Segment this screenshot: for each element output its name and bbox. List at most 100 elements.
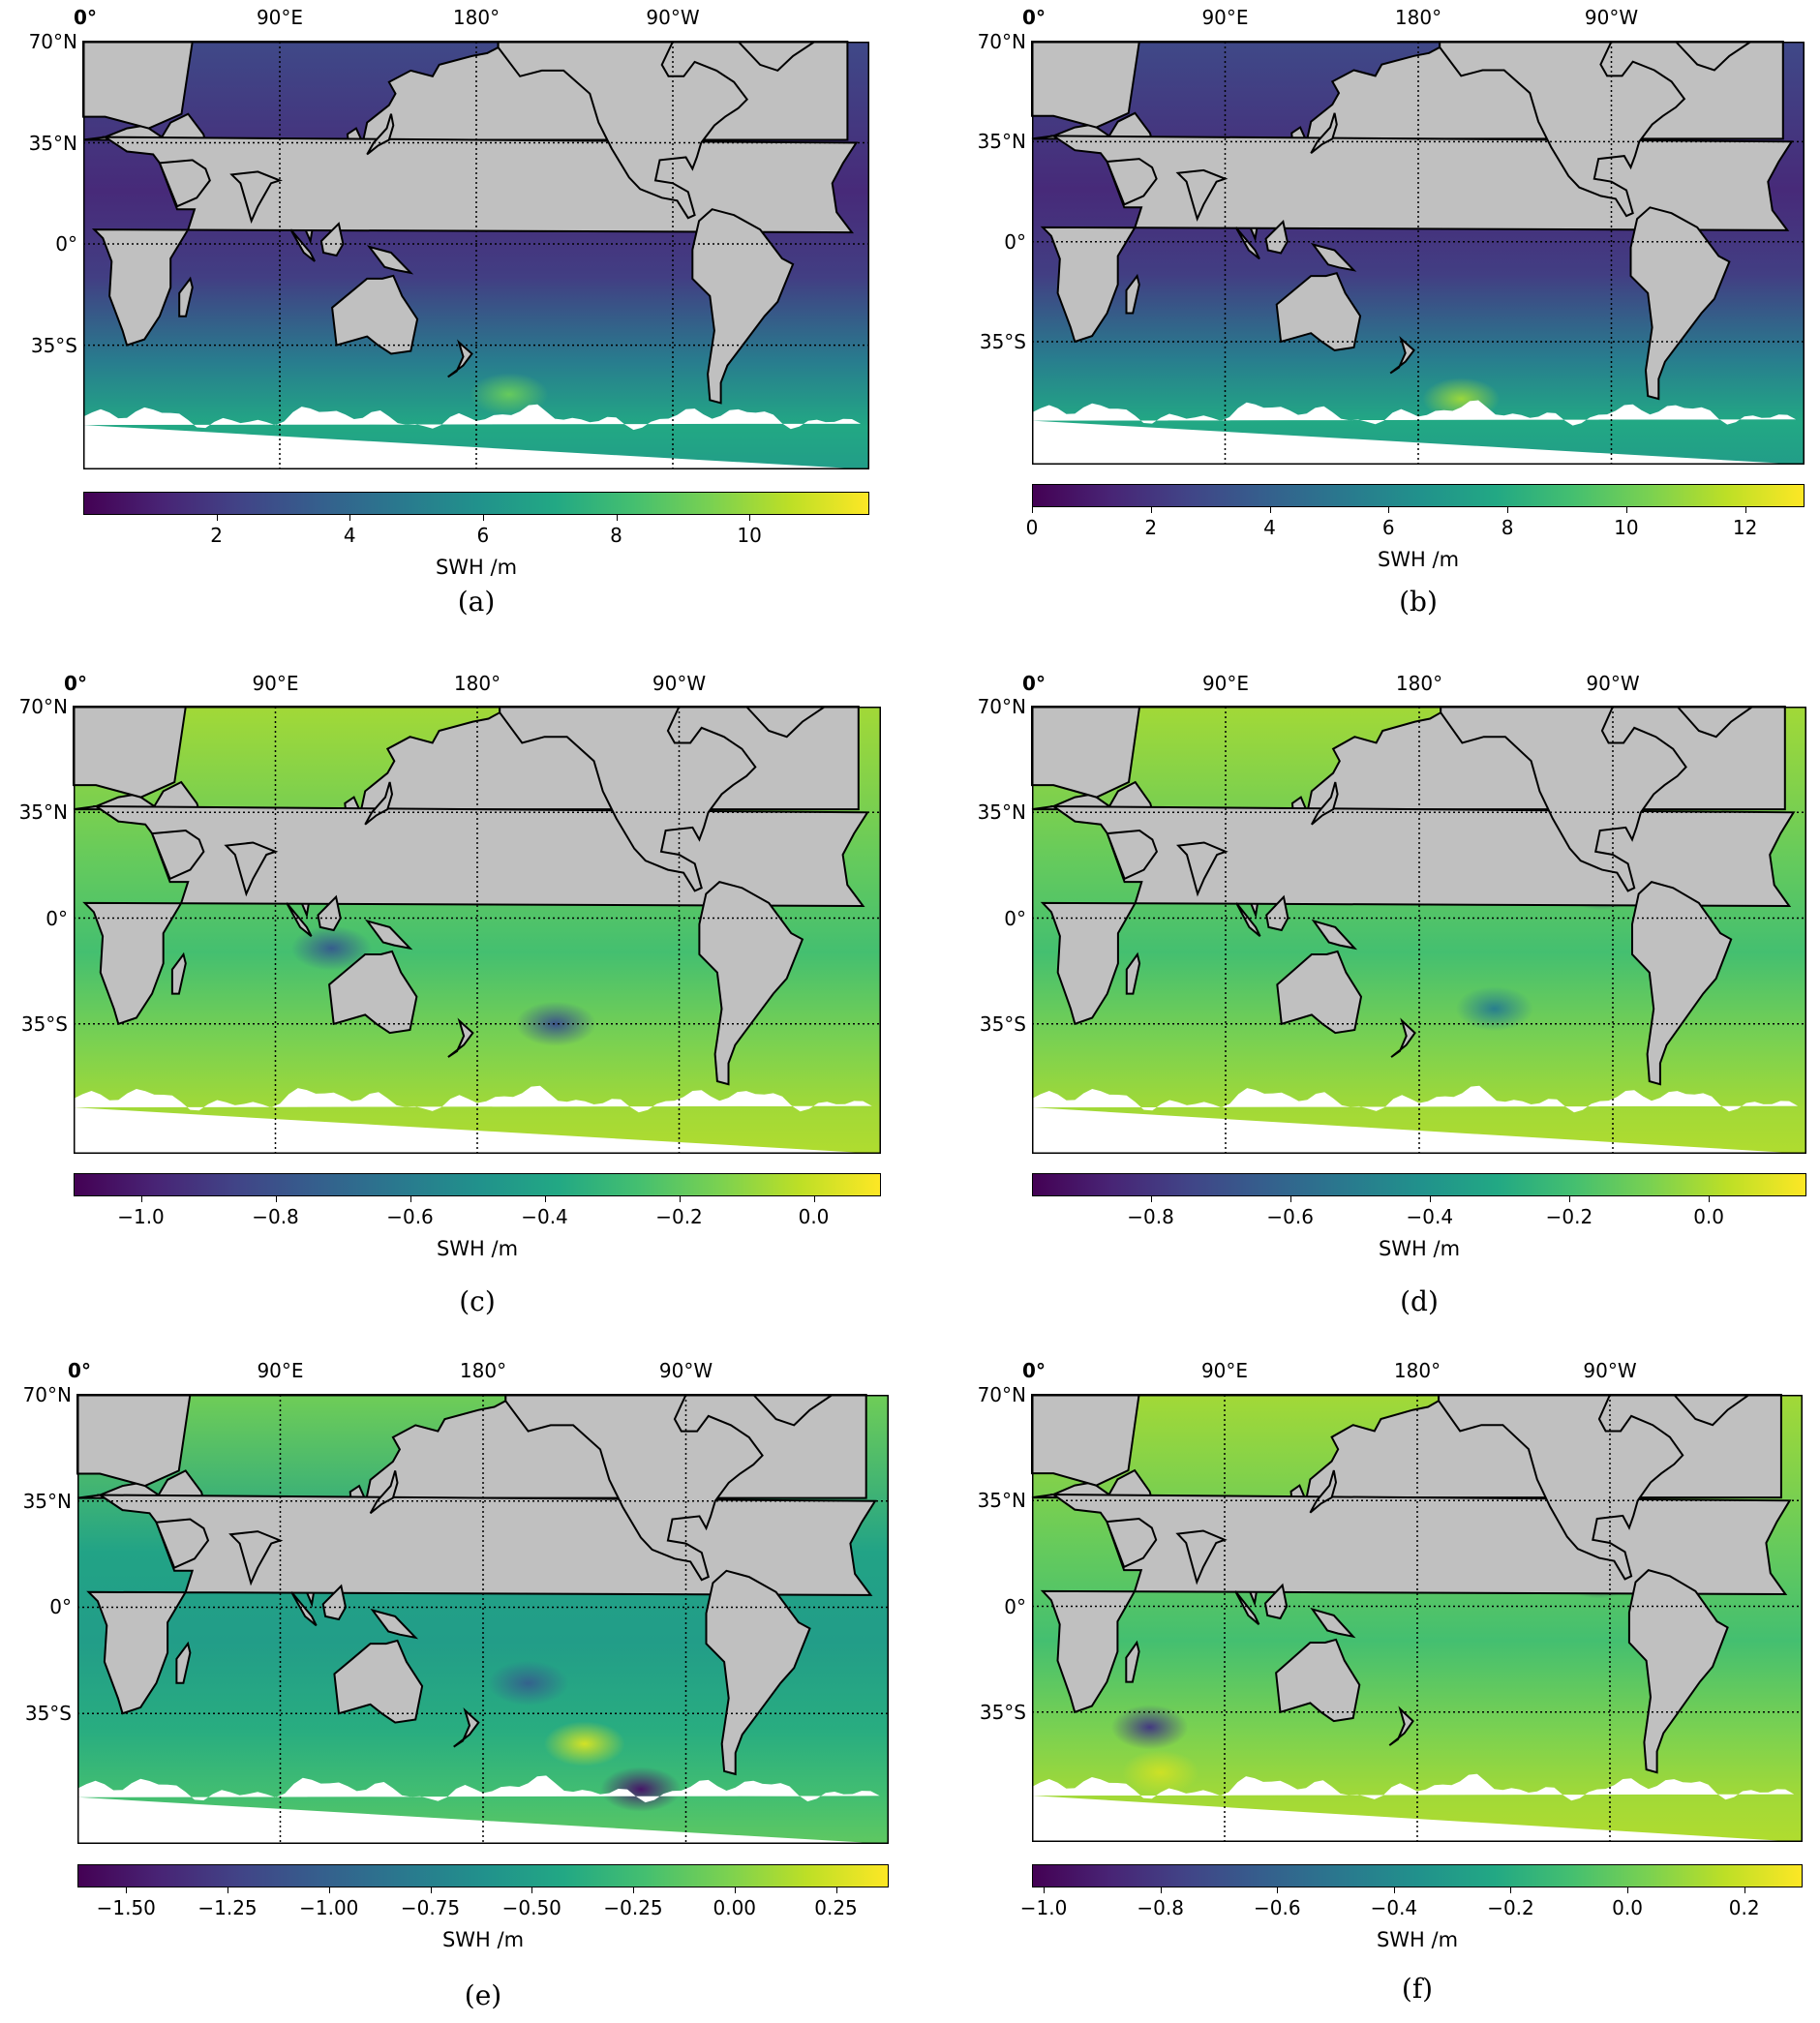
colorbar-tick-label: 0.0 <box>1693 1205 1724 1228</box>
latitude-label: 70°N <box>18 695 68 718</box>
colorbar-tick <box>1709 1196 1711 1202</box>
colorbar-tick-label: 12 <box>1732 516 1758 539</box>
colorbar-tick <box>430 1887 432 1893</box>
land-mass <box>224 841 279 897</box>
colorbar-tick-label: 6 <box>476 524 490 547</box>
land-mass <box>1388 1706 1414 1746</box>
latitude-label: 35°S <box>979 1700 1026 1724</box>
map-frame <box>1032 42 1805 465</box>
land-mass <box>1310 1607 1356 1639</box>
colorbar-tick <box>1429 1196 1431 1202</box>
land-mass <box>82 41 194 130</box>
land-mass <box>1234 1590 1260 1625</box>
land-mass <box>1125 1640 1140 1683</box>
colorbar <box>74 1173 881 1196</box>
land-mass <box>331 274 419 355</box>
land-mass <box>1310 112 1338 154</box>
longitude-label: 180° <box>1393 1359 1441 1382</box>
longitude-label: 0° <box>64 672 87 695</box>
map-c <box>73 706 881 1154</box>
longitude-label: 90°W <box>658 1359 713 1382</box>
colorbar <box>1032 484 1805 507</box>
latitude-label: 35°N <box>28 131 77 155</box>
colorbar-tick <box>482 515 484 521</box>
longitude-label: 90°E <box>257 1359 304 1382</box>
latitude-label: 70°N <box>28 30 77 53</box>
colorbar-tick-label: −0.2 <box>1487 1896 1534 1919</box>
latitude-label: 0° <box>1004 906 1026 930</box>
land-mass <box>317 894 342 932</box>
land-mass <box>1106 1517 1158 1569</box>
colorbar-tick <box>1393 1887 1395 1893</box>
colorbar-tick <box>679 1196 681 1202</box>
colorbar-tick-label: 0.00 <box>713 1896 757 1919</box>
colorbar-tick-label: −0.25 <box>603 1896 663 1919</box>
land-mass <box>290 1591 318 1627</box>
longitude-label: 90°W <box>646 6 700 29</box>
colorbar-label: SWH /m <box>1376 1928 1459 1951</box>
land-mass <box>1275 272 1362 351</box>
land-mass <box>286 902 313 937</box>
longitude-label: 90°E <box>1200 1359 1249 1382</box>
colorbar-tick-label: −0.6 <box>1266 1205 1314 1228</box>
longitude-label: 90°W <box>1583 1359 1637 1382</box>
colorbar-tick <box>1388 507 1390 513</box>
land-mass <box>228 1530 284 1586</box>
land-mass <box>1175 168 1228 223</box>
colorbar-label: SWH /m <box>435 556 518 579</box>
land-mass <box>1031 1394 1140 1487</box>
latitude-label: 70°N <box>977 30 1026 53</box>
swh-hotspot <box>1121 1750 1199 1796</box>
colorbar-tick <box>1269 507 1271 513</box>
sea-ice-mask <box>1032 1773 1803 1842</box>
colorbar-tick-label: −0.6 <box>1253 1896 1301 1919</box>
land-mass <box>1275 1638 1361 1723</box>
panel-caption: (f) <box>1401 1973 1434 2005</box>
longitude-label: 90°E <box>1201 672 1250 695</box>
land-mass <box>178 276 194 317</box>
latitude-label: 35°S <box>20 1012 68 1036</box>
map-frame <box>74 707 881 1154</box>
land-mass <box>364 781 394 826</box>
colorbar-tick <box>216 515 218 521</box>
land-mass <box>447 1017 474 1058</box>
colorbar-tick <box>410 1196 411 1202</box>
colorbar-tick-label: 0.25 <box>814 1896 858 1919</box>
panel-caption: (e) <box>464 1979 502 2011</box>
land-mass <box>1439 41 1686 218</box>
colorbar-tick-label: −0.8 <box>1127 1205 1174 1228</box>
colorbar-tick-label: 4 <box>1263 516 1276 539</box>
longitude-label: 0° <box>1022 6 1046 29</box>
colorbar-tick-label: −1.0 <box>1019 1896 1068 1919</box>
land-mass <box>1311 919 1358 951</box>
map-b <box>1031 41 1805 465</box>
land-mass <box>150 829 205 881</box>
swh-hotspot <box>543 1721 625 1766</box>
colorbar-tick <box>1289 1196 1291 1202</box>
swh-hotspot <box>290 925 373 971</box>
panel-caption: (d) <box>1400 1285 1439 1317</box>
land-mass <box>155 1518 210 1570</box>
colorbar <box>83 492 869 515</box>
land-mass <box>1265 894 1289 932</box>
map-d <box>1031 706 1806 1154</box>
land-mass <box>1263 1583 1289 1620</box>
colorbar-tick-label: −0.4 <box>521 1205 568 1228</box>
latitude-label: 0° <box>46 906 68 930</box>
colorbar-tick <box>835 1887 837 1893</box>
colorbar <box>1032 1173 1806 1196</box>
land-mass <box>1629 206 1731 401</box>
land-mass <box>1390 1017 1416 1058</box>
land-mass <box>333 1639 424 1724</box>
colorbar-tick <box>1160 1887 1162 1893</box>
longitude-label: 90°W <box>1584 6 1639 29</box>
colorbar-tick-label: −0.8 <box>1137 1896 1184 1919</box>
swh-hotspot <box>1110 1705 1189 1750</box>
land-mass <box>1125 273 1140 315</box>
land-mass <box>170 951 187 995</box>
land-mass <box>1031 706 1141 799</box>
colorbar-tick <box>813 1196 815 1202</box>
land-mass <box>1389 336 1415 375</box>
latitude-label: 35°N <box>977 1489 1026 1513</box>
map-frame <box>1032 707 1806 1154</box>
